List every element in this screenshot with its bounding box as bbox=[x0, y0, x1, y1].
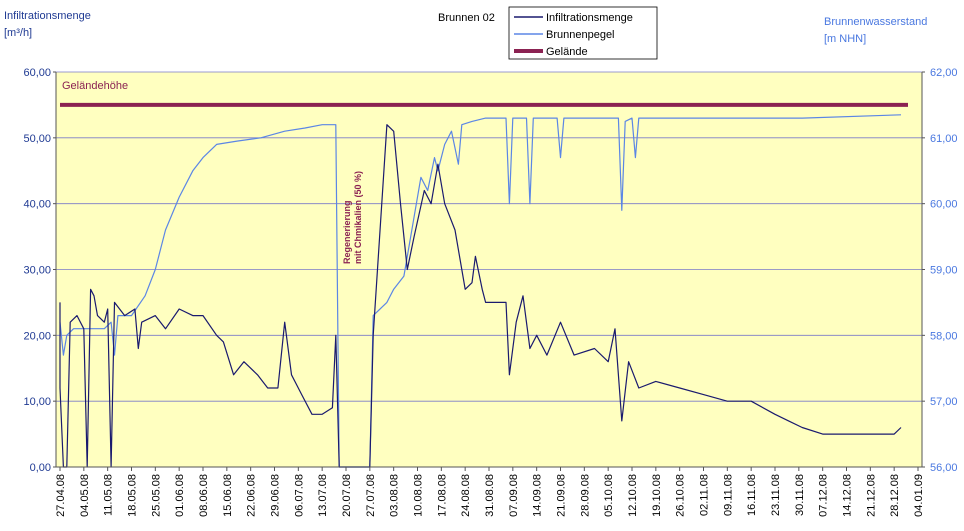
y-left-tick-label: 60,00 bbox=[23, 67, 51, 79]
x-tick-label: 22.06.08 bbox=[246, 474, 258, 517]
axes: 0,00 56,00 10,00 57,00 20,00 58,00 30,00 59,00 4… bbox=[23, 67, 957, 517]
annotation-line1: Regenerierung bbox=[342, 200, 352, 264]
x-tick-label: 16.11.08 bbox=[746, 474, 758, 516]
left-axis-title-line2: [m³/h] bbox=[4, 27, 32, 39]
x-tick-label: 23.11.08 bbox=[770, 474, 782, 516]
x-tick-label: 25.05.08 bbox=[150, 474, 162, 517]
x-tick-label: 13.07.08 bbox=[317, 474, 329, 517]
x-tick-label: 04.01.09 bbox=[913, 474, 925, 517]
x-tick-label: 06.07.08 bbox=[293, 474, 305, 517]
right-axis-title-line1: Brunnenwasserstand bbox=[824, 16, 927, 28]
y-right-tick-label: 60,00 bbox=[930, 199, 958, 211]
x-tick-label: 04.05.08 bbox=[79, 474, 91, 517]
x-tick-label: 14.09.08 bbox=[532, 474, 544, 517]
y-right-tick-label: 57,00 bbox=[930, 396, 958, 408]
regeneration-annotation: Regenerierung mit Chmikalien (50 %) bbox=[342, 171, 363, 264]
y-left-tick-label: 10,00 bbox=[23, 396, 51, 408]
gelaende-hoehe-label: Geländehöhe bbox=[62, 80, 128, 92]
legend: Infiltrationsmenge Brunnenpegel Gelände bbox=[508, 6, 658, 60]
x-tick-label: 20.07.08 bbox=[341, 474, 353, 517]
y-right-tick-label: 62,00 bbox=[930, 67, 958, 79]
right-axis-title-line2: [m NHN] bbox=[824, 33, 866, 45]
x-tick-label: 10.08.08 bbox=[413, 474, 425, 517]
series-brunnenpegel bbox=[59, 114, 902, 468]
x-tick-label: 21.12.08 bbox=[865, 474, 877, 517]
y-right-tick-label: 56,00 bbox=[930, 462, 958, 474]
labels: Infiltrationsmenge [m³/h] Brunnenwassers… bbox=[4, 10, 927, 92]
x-tick-label: 11.05.08 bbox=[103, 474, 115, 516]
x-tick-label: 21.09.08 bbox=[556, 474, 568, 517]
y-left-tick-label: 30,00 bbox=[23, 265, 51, 277]
x-tick-label: 07.09.08 bbox=[508, 474, 520, 517]
x-tick-label: 07.12.08 bbox=[818, 474, 830, 517]
left-axis-title-line1: Infiltrationsmenge bbox=[4, 10, 91, 22]
x-tick-label: 14.12.08 bbox=[842, 474, 854, 517]
x-tick-label: 08.06.08 bbox=[198, 474, 210, 517]
x-tick-label: 15.06.08 bbox=[222, 474, 234, 517]
y-left-tick-label: 50,00 bbox=[23, 133, 51, 145]
x-tick-label: 27.07.08 bbox=[365, 474, 377, 517]
annotation-line2: mit Chmikalien (50 %) bbox=[353, 171, 363, 264]
legend-label-gelaende: Gelände bbox=[546, 46, 588, 58]
x-tick-label: 30.11.08 bbox=[794, 474, 806, 516]
y-right-tick-label: 58,00 bbox=[930, 330, 958, 342]
x-tick-label: 19.10.08 bbox=[651, 474, 663, 517]
y-left-tick-label: 0,00 bbox=[30, 462, 51, 474]
x-tick-label: 18.05.08 bbox=[127, 474, 139, 517]
x-tick-label: 26.10.08 bbox=[675, 474, 687, 517]
x-tick-label: 24.08.08 bbox=[460, 474, 472, 517]
series-layer bbox=[59, 114, 902, 468]
x-tick-label: 28.12.08 bbox=[889, 474, 901, 517]
chart-title: Brunnen 02 bbox=[438, 12, 495, 24]
y-right-tick-label: 59,00 bbox=[930, 265, 958, 277]
y-left-tick-label: 40,00 bbox=[23, 199, 51, 211]
x-tick-label: 17.08.08 bbox=[436, 474, 448, 517]
x-tick-label: 31.08.08 bbox=[484, 474, 496, 517]
x-tick-label: 01.06.08 bbox=[174, 474, 186, 517]
x-tick-label: 03.08.08 bbox=[389, 474, 401, 517]
y-right-tick-label: 61,00 bbox=[930, 133, 958, 145]
x-tick-label: 27.04.08 bbox=[55, 474, 67, 517]
series-infiltrationsmenge bbox=[59, 124, 902, 468]
legend-label-infiltrationsmenge: Infiltrationsmenge bbox=[546, 12, 633, 24]
x-tick-label: 02.11.08 bbox=[699, 474, 711, 516]
legend-label-brunnenpegel: Brunnenpegel bbox=[546, 29, 615, 41]
x-tick-label: 28.09.08 bbox=[579, 474, 591, 517]
gridlines bbox=[56, 71, 922, 402]
x-tick-label: 05.10.08 bbox=[603, 474, 615, 517]
x-tick-label: 09.11.08 bbox=[722, 474, 734, 516]
y-left-tick-label: 20,00 bbox=[23, 330, 51, 342]
x-tick-label: 12.10.08 bbox=[627, 474, 639, 517]
x-tick-label: 29.06.08 bbox=[270, 474, 282, 517]
